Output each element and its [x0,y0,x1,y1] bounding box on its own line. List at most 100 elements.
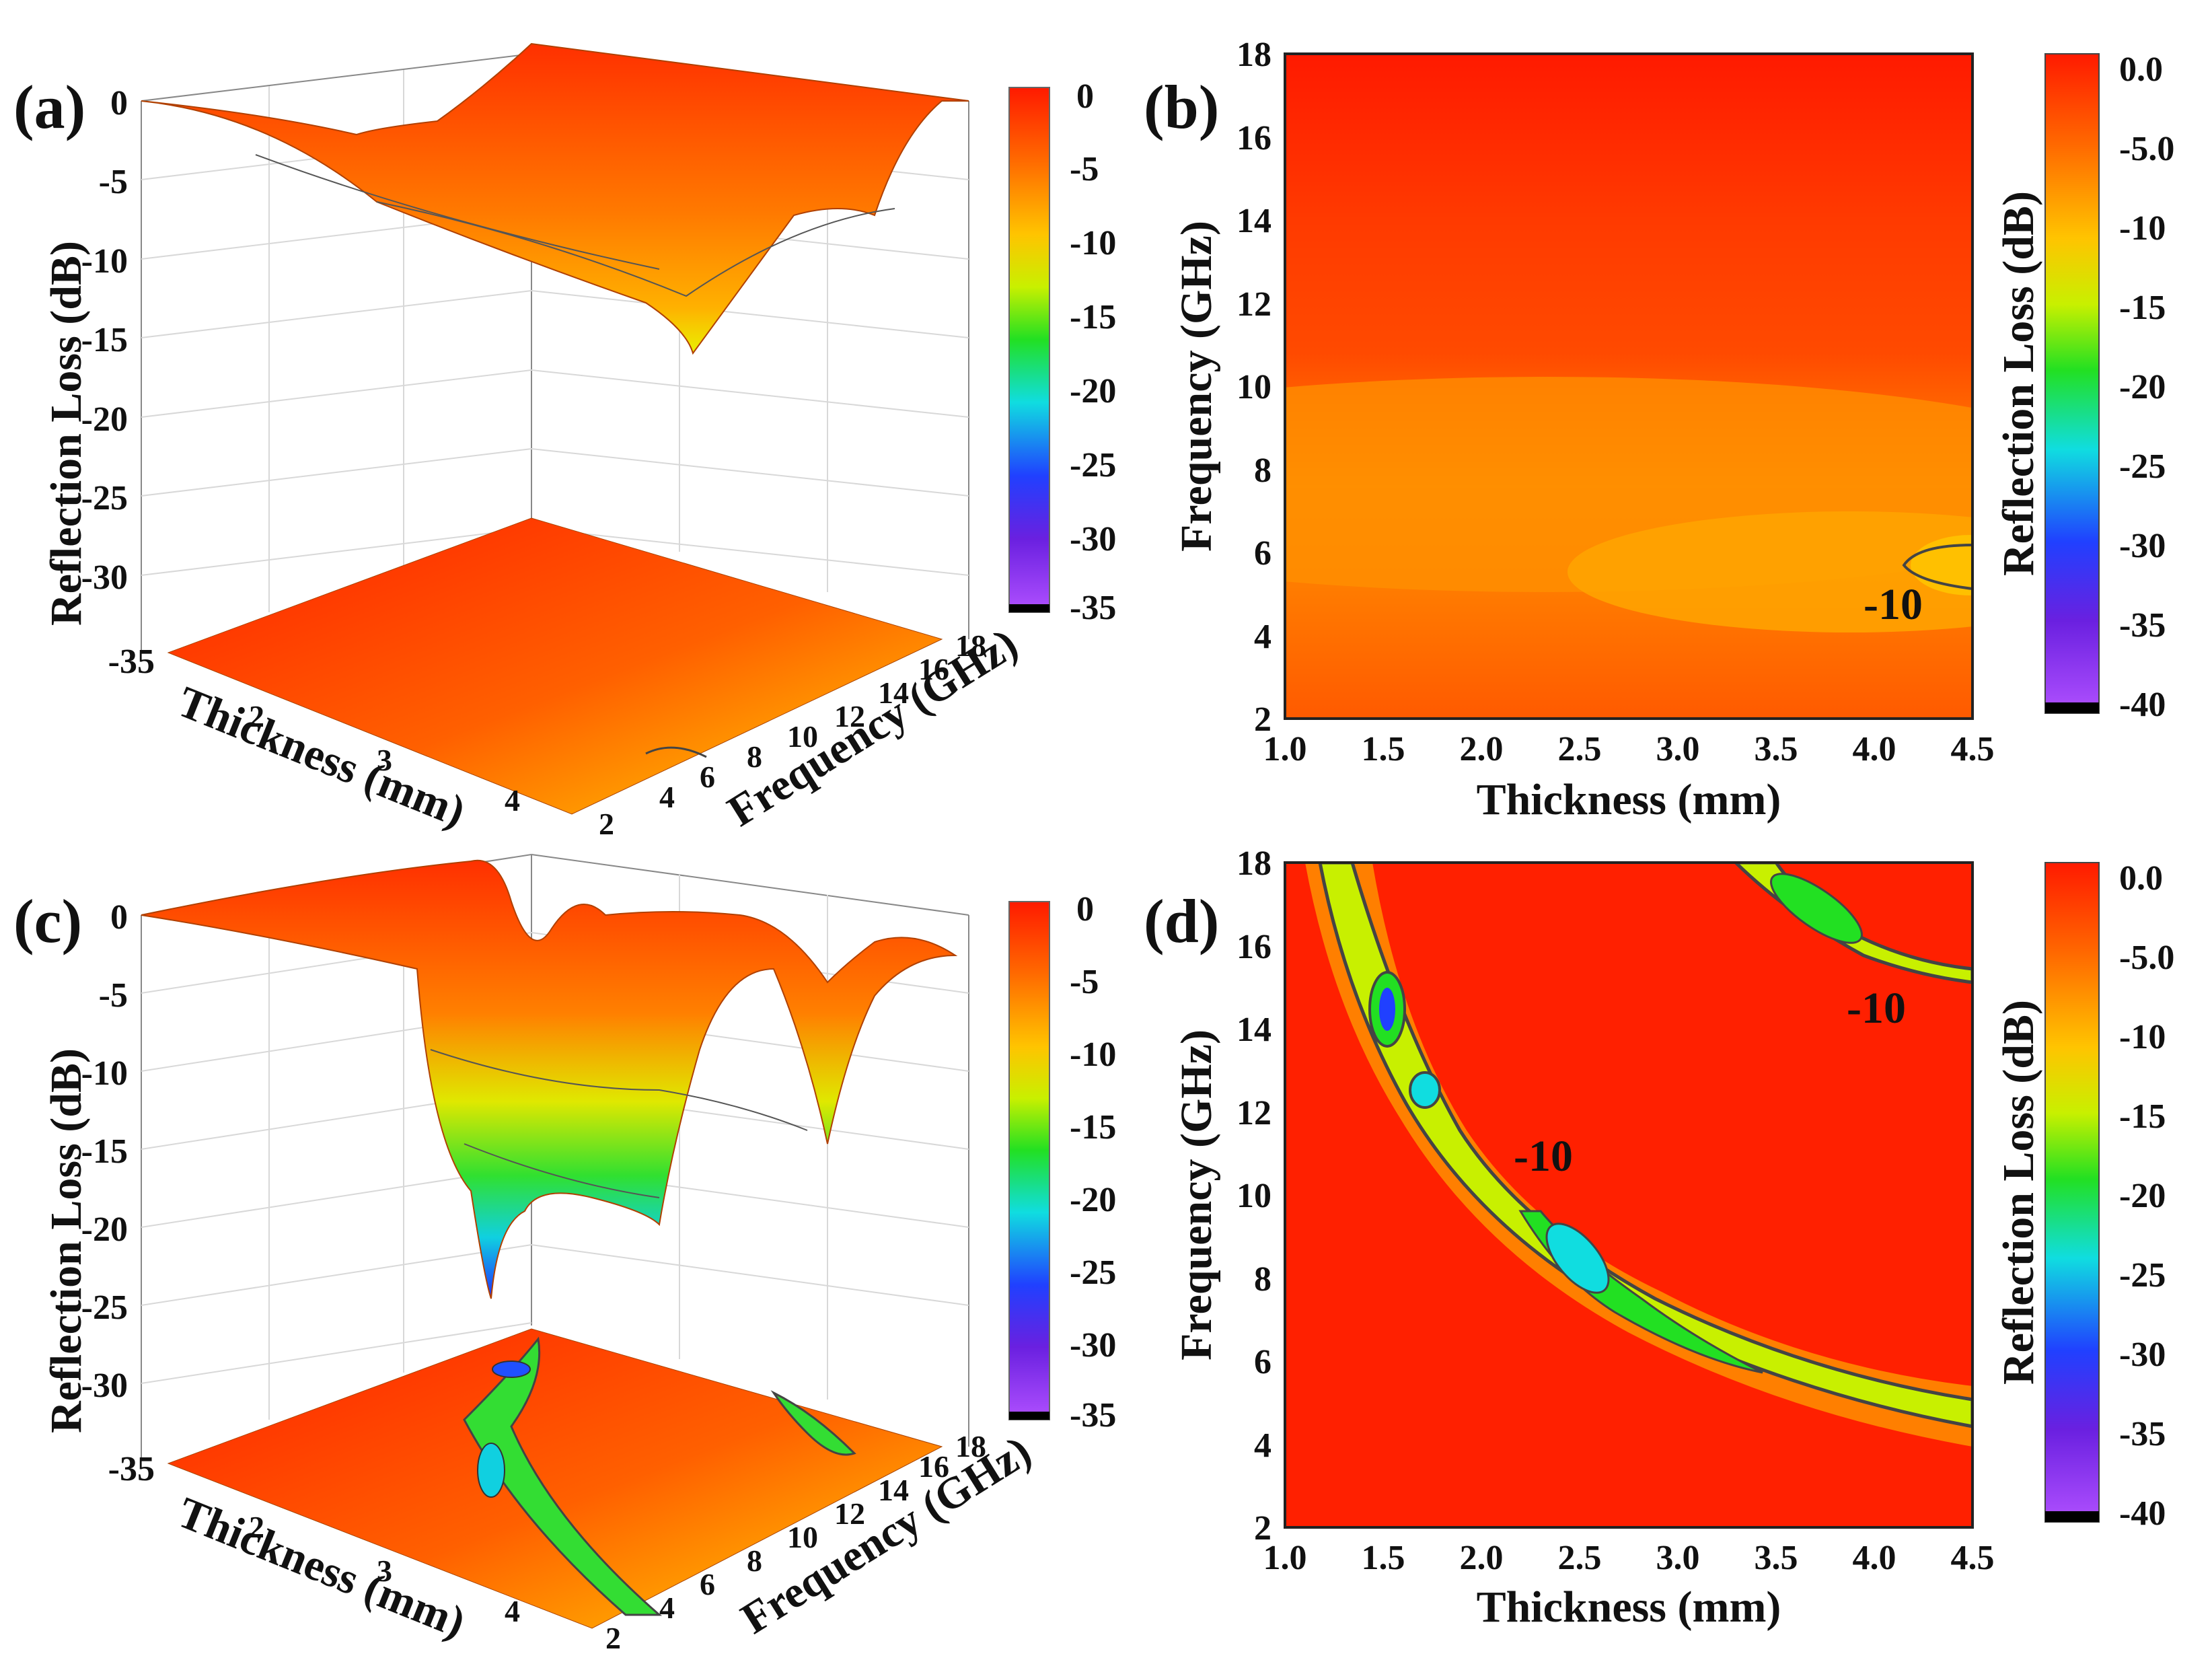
z-ticks-a: 0 -5 -10 -15 -20 -25 -30 -35 [81,84,155,681]
svg-text:8: 8 [747,739,762,774]
svg-text:2: 2 [599,807,614,841]
svg-text:0: 0 [1076,77,1094,116]
svg-text:-30: -30 [81,558,128,597]
y-ticks-b: 2 4 6 8 10 12 14 16 18 [1237,36,1271,739]
svg-text:2.0: 2.0 [1460,730,1504,768]
svg-text:-30: -30 [1070,1326,1116,1365]
panel-b-label: (b) [1144,73,1219,141]
svg-text:4: 4 [659,780,675,814]
heatmap-d-spot-4 [1409,1071,1441,1109]
svg-text:-20: -20 [81,1210,128,1249]
svg-text:-5: -5 [1070,150,1099,188]
heatmap-b-contour [1902,544,1973,590]
svg-text:6: 6 [700,1567,715,1601]
svg-text:-10: -10 [81,1054,128,1093]
svg-text:-40: -40 [2119,1494,2166,1533]
x-ticks-b: 1.0 1.5 2.0 2.5 3.0 3.5 4.0 4.5 [1263,730,1995,768]
svg-text:3.0: 3.0 [1656,1539,1700,1577]
z-label-c: Reflection Loss (dB) [42,1048,91,1433]
floor-c-spot-2 [492,1360,531,1378]
svg-text:0: 0 [1076,890,1094,929]
svg-text:-10: -10 [2119,1018,2166,1056]
colorbar-a [1008,87,1050,613]
svg-text:-30: -30 [1070,520,1116,558]
svg-text:10: 10 [1237,1177,1271,1215]
contour-label-b: -10 [1864,580,1923,629]
svg-text:2: 2 [249,699,264,733]
svg-text:-25: -25 [81,1288,128,1327]
svg-text:-25: -25 [2119,1256,2166,1295]
svg-text:4: 4 [505,783,520,818]
svg-text:4: 4 [1254,1426,1271,1465]
svg-text:6: 6 [700,760,715,794]
colorbar-d [2044,862,2100,1523]
svg-text:-15: -15 [1070,298,1116,336]
svg-text:4.5: 4.5 [1951,1539,1995,1577]
svg-text:-30: -30 [2119,527,2166,565]
thickness-ticks-c: 2 3 4 [249,1510,520,1628]
svg-text:16: 16 [1237,119,1271,157]
floor-c-band-2 [770,1390,856,1456]
x-label-d: Thickness (mm) [1477,1583,1781,1632]
svg-text:18: 18 [1237,844,1271,883]
svg-text:2: 2 [605,1621,621,1655]
y-label-d: Frequency (GHz) [1172,1029,1221,1360]
svg-text:-35: -35 [108,1450,155,1488]
surface-c-contour-2 [464,1143,660,1198]
colorbar-d-label: Reflection Loss (dB) [1994,1000,2043,1385]
svg-text:10: 10 [787,719,818,754]
svg-text:-35: -35 [108,643,155,681]
colorbar-c [1008,901,1050,1420]
svg-text:6: 6 [1254,1343,1271,1381]
x-ticks-d: 1.0 1.5 2.0 2.5 3.0 3.5 4.0 4.5 [1263,1539,1995,1577]
svg-text:1.5: 1.5 [1362,1539,1405,1577]
svg-text:6: 6 [1254,534,1271,573]
svg-text:0.0: 0.0 [2119,859,2163,898]
svg-text:-25: -25 [1070,1254,1116,1292]
svg-text:14: 14 [1237,1011,1271,1049]
heatmap-d-spot-3 [1379,988,1395,1031]
svg-text:2: 2 [1254,700,1271,739]
svg-text:-40: -40 [2119,686,2166,724]
z-label-a: Reflection Loss (dB) [42,241,91,626]
svg-text:-10: -10 [1070,1036,1116,1074]
svg-text:3.0: 3.0 [1656,730,1700,768]
svg-text:3: 3 [377,1554,392,1588]
svg-text:2: 2 [1254,1509,1271,1548]
svg-text:8: 8 [747,1544,762,1578]
colorbar-d-end [2045,1511,2099,1522]
colorbar-d-ticks: 0.0 -5.0 -10 -15 -20 -25 -30 -35 -40 [2119,859,2174,1533]
svg-text:1.0: 1.0 [1263,1539,1307,1577]
svg-text:4.0: 4.0 [1853,730,1896,768]
svg-text:2.5: 2.5 [1558,730,1602,768]
panel-b: (b) -10 1.0 1.5 2.0 2.5 3.0 3.5 4.0 4.5 … [1144,36,2174,824]
svg-text:16: 16 [918,652,949,686]
svg-text:-15: -15 [2119,1097,2166,1136]
svg-text:8: 8 [1254,1260,1271,1299]
x-label-b: Thickness (mm) [1477,775,1781,824]
svg-text:16: 16 [918,1449,949,1484]
svg-text:16: 16 [1237,928,1271,966]
svg-text:-35: -35 [1070,589,1116,627]
colorbar-c-end [1009,1412,1049,1420]
svg-text:4: 4 [659,1591,675,1625]
svg-text:4.5: 4.5 [1951,730,1995,768]
svg-text:18: 18 [955,628,986,663]
svg-text:-15: -15 [1070,1108,1116,1147]
svg-text:-15: -15 [81,321,128,359]
svg-text:3.5: 3.5 [1755,730,1798,768]
colorbar-b [2044,53,2100,714]
svg-text:14: 14 [1237,202,1271,240]
svg-text:-35: -35 [1070,1396,1116,1435]
floor-a [167,517,943,815]
z-ticks-c: 0 -5 -10 -15 -20 -25 -30 -35 [81,898,155,1488]
contour-label-d-2: -10 [1847,984,1906,1033]
surface-a [141,42,969,355]
panel-c: (c) [13,854,1116,1655]
panel-a-label: (a) [13,73,85,141]
frequency-ticks-a: 2 4 6 8 10 12 14 16 18 [599,628,986,841]
svg-text:12: 12 [1237,285,1271,324]
colorbar-b-ticks: 0.0 -5.0 -10 -15 -20 -25 -30 -35 -40 [2119,50,2174,724]
svg-text:-20: -20 [2119,1177,2166,1215]
